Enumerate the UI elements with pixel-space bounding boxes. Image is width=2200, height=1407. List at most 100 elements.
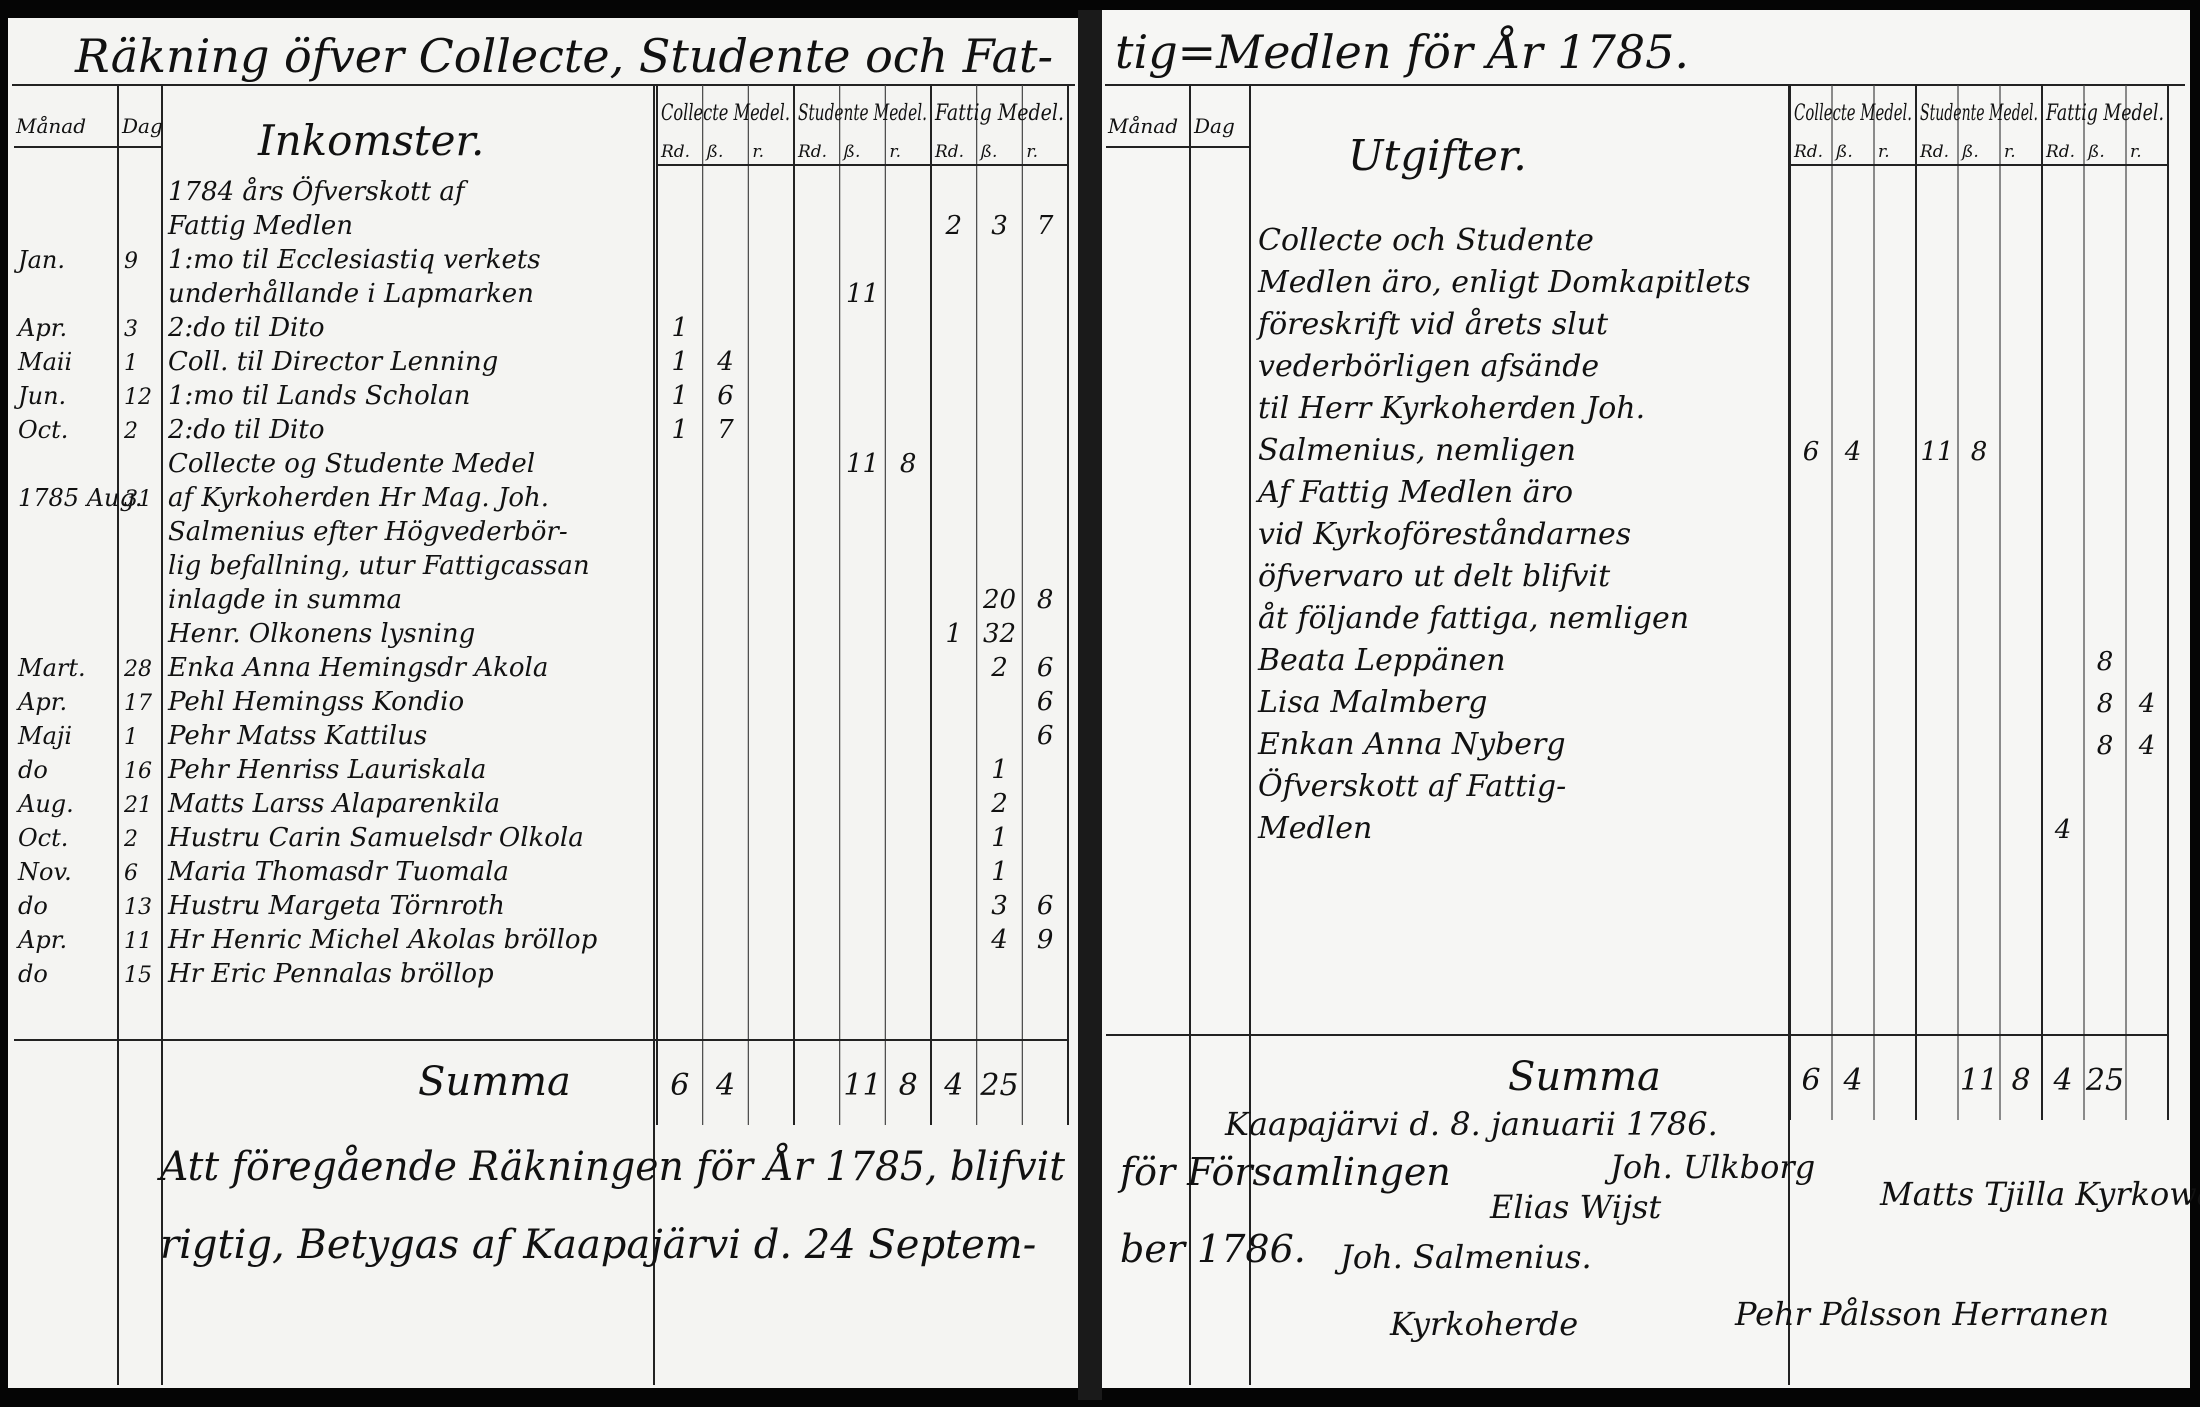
amount: 1	[991, 755, 1008, 785]
title-right: tig=Medlen för År 1785.	[1115, 24, 1689, 79]
amount: 2	[945, 211, 963, 241]
entry-text: 2:do til Dito	[167, 415, 324, 445]
entry-text: Salmenius efter Högvederbör-	[168, 517, 568, 547]
title-left: Räkning öfver Collecte, Studente och Fat…	[74, 29, 1053, 83]
sum-amount: 4	[1842, 1063, 1862, 1098]
entry-text: vid Kyrkoföreståndarnes	[1258, 517, 1631, 552]
day: 15	[124, 963, 152, 988]
entry-text: Henr. Olkonens lysning	[167, 619, 475, 649]
month-header: Månad	[15, 114, 86, 138]
month: do	[18, 756, 48, 784]
amount: 11	[1920, 437, 1953, 467]
entry-text: Hustru Margeta Törnroth	[167, 891, 505, 921]
signature: Joh. Salmenius.	[1334, 1238, 1592, 1276]
amount: 7	[717, 415, 734, 445]
entry-text: öfvervaro ut delt blifvit	[1258, 559, 1611, 594]
entry-text: Enka Anna Hemingsdr Akola	[167, 653, 548, 683]
amount: 1	[991, 823, 1008, 853]
amount: 1	[672, 381, 689, 411]
left-page	[8, 18, 1083, 1388]
sum-amount: 11	[843, 1068, 881, 1103]
month: Apr.	[16, 688, 67, 716]
month: Aug.	[16, 790, 74, 818]
entry-text: Collecte och Studente	[1258, 223, 1594, 258]
sum-amount: 4	[715, 1068, 735, 1103]
unit-header: r.	[2004, 142, 2016, 162]
amount: 4	[716, 347, 734, 377]
entry-text: Hr Henric Michel Akolas bröllop	[167, 925, 598, 955]
sum-amount: 6	[670, 1068, 689, 1103]
entry-text: til Herr Kyrkoherden Joh.	[1258, 391, 1645, 426]
day: 2	[123, 419, 138, 444]
month: do	[18, 892, 48, 920]
amount: 4	[2138, 731, 2156, 761]
unit-header: ß.	[1960, 142, 1979, 162]
amount: 4	[2054, 815, 2072, 845]
attestation: ber 1786.	[1120, 1227, 1306, 1271]
entry-text: Pehl Hemingss Kondio	[167, 687, 464, 717]
amount: 11	[846, 279, 879, 309]
unit-header: Rd.	[1919, 142, 1949, 162]
unit-header: ß.	[1834, 142, 1853, 162]
entry-text: lig befallning, utur Fattigcassan	[168, 551, 590, 581]
entry-text: föreskrift vid årets slut	[1256, 307, 1609, 342]
sum-label: Summa	[418, 1059, 571, 1105]
entry-text: Coll. til Director Lenning	[168, 347, 498, 377]
day: 11	[124, 929, 152, 954]
entry-text: 1:mo til Ecclesiastiq verkets	[168, 245, 541, 275]
unit-header: r.	[1878, 142, 1890, 162]
date: Kaapajärvi d. 8. januarii 1786.	[1224, 1105, 1718, 1143]
entry-text: Fattig Medlen	[167, 211, 353, 241]
month-header: Månad	[1107, 114, 1178, 138]
signature: Joh. Ulkborg	[1604, 1148, 1815, 1186]
amount: 6	[717, 381, 734, 411]
day: 12	[124, 385, 152, 410]
day-header: Dag	[1193, 114, 1235, 138]
day: 17	[124, 691, 152, 716]
amount: 8	[1037, 585, 1054, 615]
unit-header: Rd.	[660, 142, 690, 162]
entry-text: Pehr Henriss Lauriskala	[167, 755, 486, 785]
entry-text: 1:mo til Lands Scholan	[168, 381, 470, 411]
entry-text: vederbörligen afsände	[1258, 349, 1599, 384]
entry-text: åt följande fattiga, nemligen	[1258, 601, 1689, 636]
amount: 7	[1037, 211, 1054, 241]
amount: 8	[2097, 689, 2114, 719]
amount: 2	[990, 789, 1008, 819]
signature: Elias Wijst	[1489, 1188, 1661, 1226]
day-header: Dag	[121, 114, 163, 138]
day: 2	[123, 827, 138, 852]
entry-text: Pehr Matss Kattilus	[167, 721, 427, 751]
fund-header: Fattig Medel.	[934, 101, 1064, 126]
day: 21	[123, 793, 152, 818]
entry-text: Af Fattig Medlen äro	[1255, 475, 1573, 510]
entry-text: Öfverskott af Fattig-	[1258, 768, 1566, 804]
sum-amount: 4	[2052, 1063, 2072, 1098]
day: 31	[124, 487, 152, 512]
entry-text: Maria Thomasdr Tuomala	[167, 857, 509, 887]
sum-amount: 25	[2085, 1063, 2124, 1098]
month: Maii	[17, 348, 72, 376]
unit-header: r.	[2130, 142, 2142, 162]
amount: 11	[846, 449, 879, 479]
day: 1	[124, 725, 138, 750]
amount: 3	[991, 211, 1008, 241]
entry-text: inlagde in summa	[168, 585, 402, 615]
day: 16	[124, 759, 152, 784]
signature: Kyrkoherde	[1389, 1305, 1578, 1343]
amount: 20	[982, 585, 1016, 615]
amount: 6	[1037, 687, 1054, 717]
sum-amount: 8	[2011, 1063, 2030, 1098]
unit-header: ß.	[842, 142, 861, 162]
right-page	[1098, 10, 2190, 1388]
fund-header: Collecte Medel.	[1794, 101, 1912, 126]
month: Maji	[17, 722, 72, 750]
month: Oct.	[18, 824, 68, 852]
day: 28	[123, 657, 152, 682]
sum-amount: 8	[899, 1068, 918, 1103]
entry-text: af Kyrkoherden Hr Mag. Joh.	[168, 483, 549, 513]
entry-text: Hr Eric Pennalas bröllop	[167, 959, 494, 989]
month: do	[18, 960, 48, 988]
unit-header: Rd.	[797, 142, 827, 162]
unit-header: ß.	[2086, 142, 2105, 162]
